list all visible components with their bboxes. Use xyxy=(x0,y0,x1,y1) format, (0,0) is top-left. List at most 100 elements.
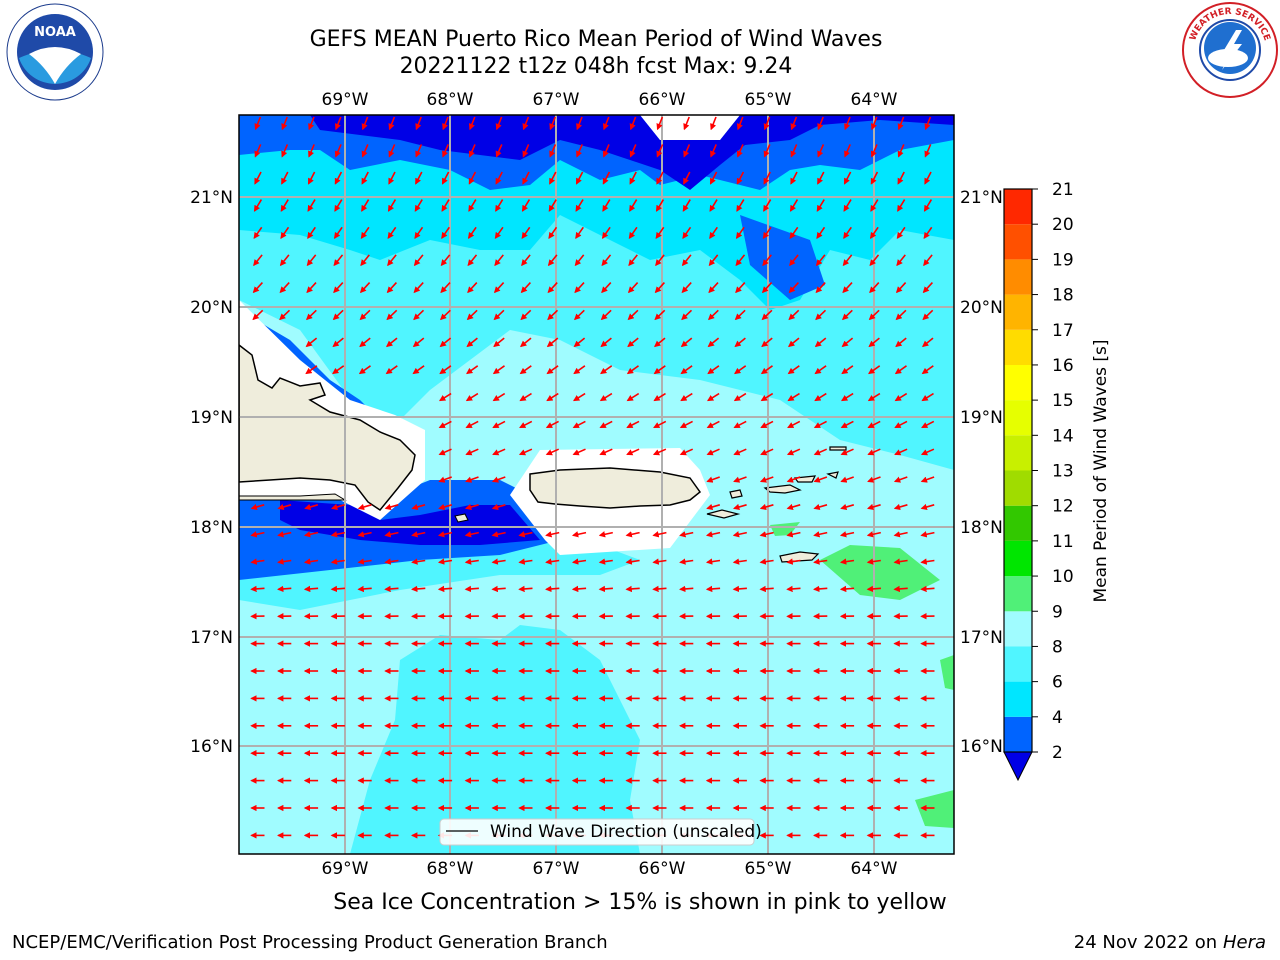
wind-wave-arrow xyxy=(653,420,667,429)
wind-wave-arrow xyxy=(762,226,772,239)
wind-wave-arrow xyxy=(625,558,640,565)
wind-wave-arrow xyxy=(787,420,801,429)
lon-label-top: 64°W xyxy=(851,90,898,110)
wind-wave-arrow xyxy=(467,282,478,294)
wind-wave-arrow xyxy=(464,503,479,511)
wind-wave-arrow xyxy=(303,585,319,593)
wind-wave-arrow xyxy=(468,171,477,185)
wind-wave-arrow xyxy=(682,199,691,212)
wind-wave-arrow xyxy=(814,365,827,375)
wind-wave-arrow xyxy=(468,116,476,131)
wind-wave-arrow xyxy=(250,558,265,565)
colorbar-tick-label: 19 xyxy=(1052,250,1074,270)
wind-wave-arrow xyxy=(894,420,908,429)
wind-wave-arrow xyxy=(844,116,851,131)
land-mona xyxy=(454,513,469,523)
wind-wave-arrow xyxy=(307,226,316,239)
wind-wave-arrow xyxy=(868,337,880,348)
footer-date-text: 24 Nov 2022 on xyxy=(1073,932,1218,953)
wind-wave-arrow xyxy=(841,309,853,321)
wind-wave-arrow xyxy=(786,448,801,456)
wind-wave-arrow xyxy=(681,309,693,321)
wind-wave-arrow xyxy=(710,144,717,158)
lon-label-bottom: 68°W xyxy=(427,859,474,879)
wind-wave-arrow xyxy=(866,503,881,511)
lon-label-top: 65°W xyxy=(745,90,792,110)
wind-wave-arrow xyxy=(549,144,557,158)
wind-wave-arrow xyxy=(493,282,505,294)
wind-wave-arrow xyxy=(305,309,317,321)
wind-wave-arrow xyxy=(706,420,720,429)
wind-wave-arrow xyxy=(786,476,801,483)
wind-wave-arrow xyxy=(894,365,907,375)
wind-wave-arrow xyxy=(839,531,855,538)
wind-wave-arrow xyxy=(254,144,262,158)
wind-wave-arrow xyxy=(736,144,744,158)
wind-wave-arrow xyxy=(334,144,342,158)
wind-wave-arrow xyxy=(760,392,774,402)
colorbar-segment xyxy=(1004,646,1032,682)
wind-wave-arrow xyxy=(735,226,745,239)
wind-wave-arrow xyxy=(843,226,852,239)
wind-wave-arrow xyxy=(546,337,559,348)
chart-subtitle-forecast: 20221122 t12z 048h fcst Max: 9.24 xyxy=(399,54,793,79)
wind-wave-arrow xyxy=(571,531,587,538)
wind-wave-arrow xyxy=(732,585,747,593)
map-field xyxy=(239,115,954,854)
wind-wave-arrow xyxy=(655,199,665,212)
wind-wave-arrow xyxy=(629,116,637,131)
wind-wave-arrow xyxy=(923,254,933,267)
wind-wave-arrow xyxy=(573,392,586,402)
wind-wave-arrow xyxy=(709,226,718,239)
wind-wave-arrow xyxy=(388,144,396,158)
wind-wave-arrow xyxy=(734,337,746,348)
wind-wave-arrow xyxy=(921,420,935,429)
wind-wave-arrow xyxy=(547,309,559,321)
wind-wave-arrow xyxy=(441,199,450,212)
wind-wave-arrow xyxy=(627,282,639,294)
wind-wave-arrow xyxy=(869,254,880,267)
wind-wave-arrow xyxy=(575,199,584,212)
wind-wave-arrow xyxy=(573,337,586,348)
colorbar-tick-label: 20 xyxy=(1052,215,1074,235)
colorbar-label: Mean Period of Wind Waves [s] xyxy=(1091,339,1111,602)
wind-wave-arrow xyxy=(736,116,744,131)
land-virgin-gorda xyxy=(826,471,839,479)
wind-wave-arrow xyxy=(492,392,506,402)
wind-wave-arrow xyxy=(733,392,747,402)
wind-wave-arrow xyxy=(760,365,773,375)
wind-wave-arrow xyxy=(652,531,667,538)
wind-wave-arrow xyxy=(924,171,932,185)
wind-wave-arrow xyxy=(493,309,505,321)
wind-wave-arrow xyxy=(789,254,799,267)
wind-wave-arrow xyxy=(763,171,771,185)
wind-wave-arrow xyxy=(439,392,452,402)
wind-wave-arrow xyxy=(626,448,640,456)
wind-wave-arrow xyxy=(710,116,717,131)
wind-wave-arrow xyxy=(736,171,745,185)
wind-wave-arrow xyxy=(897,199,906,212)
land-hispaniola xyxy=(239,344,416,512)
wind-wave-arrow xyxy=(654,282,665,294)
wind-wave-arrow xyxy=(869,226,879,239)
wind-wave-arrow xyxy=(790,144,798,158)
wind-wave-arrow xyxy=(520,282,531,294)
wind-wave-arrow xyxy=(654,337,666,348)
lon-labels-bottom: 69°W 68°W 67°W 66°W 65°W 64°W xyxy=(322,859,898,879)
wind-wave-arrow xyxy=(733,448,747,456)
national-weather-service-logo: WEATHER SERVICE xyxy=(1182,2,1278,98)
wind-wave-arrow xyxy=(602,116,610,131)
wind-wave-arrow xyxy=(895,282,907,294)
colorbar-segment xyxy=(1004,224,1032,260)
wind-wave-arrow xyxy=(545,420,559,429)
wind-wave-arrow xyxy=(893,585,908,593)
colorbar-tick-label: 9 xyxy=(1052,602,1063,622)
wind-wave-arrow xyxy=(414,226,424,239)
wind-wave-arrow xyxy=(518,531,533,538)
wind-wave-arrow xyxy=(627,309,639,321)
wind-wave-arrow xyxy=(548,226,558,239)
wind-wave-arrow xyxy=(467,254,478,267)
sea-ice-note: Sea Ice Concentration > 15% is shown in … xyxy=(333,890,947,915)
wind-wave-arrow xyxy=(707,392,720,402)
wind-wave-arrow xyxy=(654,309,666,321)
